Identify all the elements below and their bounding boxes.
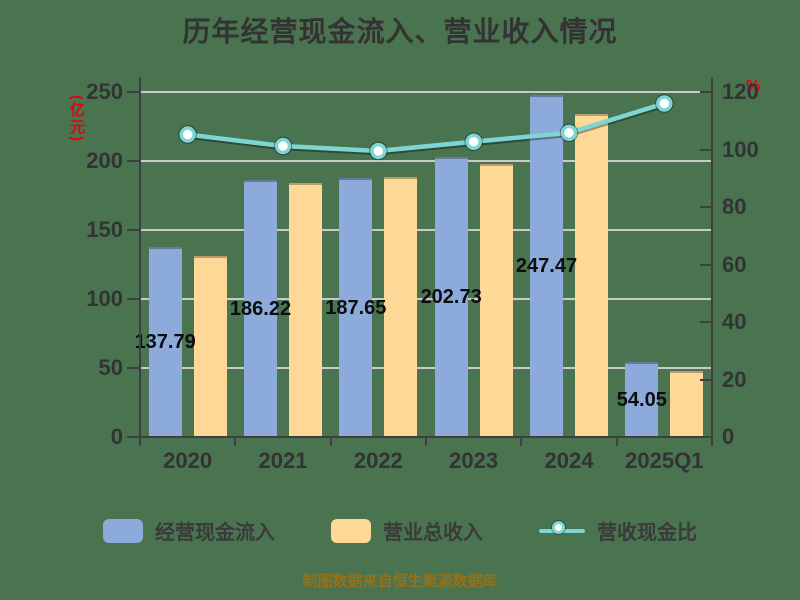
y-axis-left-label: 50 [98,355,123,380]
bar-revenue [289,183,322,437]
legend-swatch-cash-inflow [103,518,143,543]
gridline [140,91,712,93]
bar-cash-inflow [625,362,659,437]
legend-label-cash-inflow: 经营现金流入 [155,522,275,544]
legend-label-revenue: 营业总收入 [383,522,483,544]
y-axis-left-label: 250 [86,79,123,104]
y-axis-right-tick [700,263,712,266]
bar-revenue [193,256,227,437]
chart-title: 历年经营现金流入、营业收入情况 [182,16,618,47]
y-axis-right-label: 120 [722,79,759,104]
y-axis-right-label: 20 [722,366,747,392]
y-axis-left-label: 150 [86,217,123,242]
x-axis-tick [234,437,237,446]
legend: 经营现金流入 营业总收入 营收现金比 [0,516,800,545]
x-axis-label: 2023 [449,448,499,473]
y-axis-right-tick [700,436,712,438]
y-axis-right-tick [700,91,712,93]
y-axis-left-tick [127,229,139,231]
bar-cash-inflow [434,157,468,437]
bar-revenue [384,176,418,437]
bar-value-label: 187.65 [325,296,387,319]
data-source-note: 制图数据来自恒生聚源数据库 [302,573,498,590]
ratio-marker-ring [369,141,388,161]
ratio-marker-ring [178,125,197,144]
y-axis-right-tick [700,148,712,151]
legend-swatch-revenue [331,518,371,543]
y-axis-left [139,77,141,439]
legend-item-revenue: 营业总收入 [331,516,483,545]
legend-label-ratio: 营收现金比 [597,522,697,544]
x-axis-tick [425,437,427,446]
y-axis-right-label: 0 [722,424,735,449]
bar-cash-inflow [339,178,373,437]
bar-value-label: 186.22 [229,297,292,320]
y-axis-right-label: 40 [722,309,747,334]
x-axis-tick [139,437,141,446]
legend-item-ratio: 营收现金比 [539,516,697,545]
ratio-marker-ring [273,136,293,156]
y-axis-left-label: 200 [86,148,123,173]
ratio-marker [465,133,482,150]
gridline [140,160,712,162]
x-axis-tick [329,437,332,446]
y-axis-left-tick [127,436,139,438]
y-axis-left-tick [127,91,139,93]
bar-value-label: 247.47 [515,255,578,278]
y-axis-left-label: 0 [110,424,123,449]
x-axis-label: 2024 [544,448,594,473]
ratio-marker [560,124,578,142]
y-axis-left-tick [127,298,139,300]
bar-revenue [670,370,704,437]
ratio-marker [656,95,673,112]
bar-cash-inflow [244,180,277,437]
y-axis-right-tick [700,378,712,381]
ratio-marker-ring [464,132,483,151]
gridline [140,298,712,300]
ratio-marker [370,142,387,160]
x-axis-label: 2022 [353,448,403,473]
gridline [140,229,712,231]
y-axis-right-tick [700,321,712,323]
bar-revenue [575,114,608,437]
legend-item-cash-inflow: 经营现金流入 [103,516,275,545]
x-axis-tick [615,437,618,446]
right-axis-unit-label: % [746,78,761,95]
gridline [140,367,712,369]
bar-cash-inflow [148,246,182,437]
bar-value-label: 54.05 [616,388,667,411]
y-axis-right-label: 100 [722,136,759,162]
y-axis-left-tick [127,160,139,162]
x-axis-label: 2025Q1 [625,448,704,473]
y-axis-left-tick [127,367,139,369]
x-axis-label: 2020 [163,448,213,473]
x-axis-tick [520,437,523,446]
legend-swatch-ratio-line [539,519,585,543]
x-axis-tick [711,437,713,446]
left-axis-unit-label: (亿元) [68,95,85,143]
ratio-marker [274,137,292,155]
bar-value-label: 137.79 [134,330,196,353]
y-axis-right-label: 80 [722,194,747,219]
ratio-marker [179,126,196,143]
y-axis-right-tick [700,206,712,208]
x-axis-label: 2021 [258,448,308,473]
y-axis-left-label: 100 [86,286,123,311]
bar-value-label: 202.73 [420,286,482,309]
bar-revenue [479,164,513,437]
ratio-marker-sample [552,520,565,534]
y-axis-right [711,77,713,439]
ratio-marker-ring [655,94,674,113]
y-axis-right-label: 60 [722,251,747,277]
